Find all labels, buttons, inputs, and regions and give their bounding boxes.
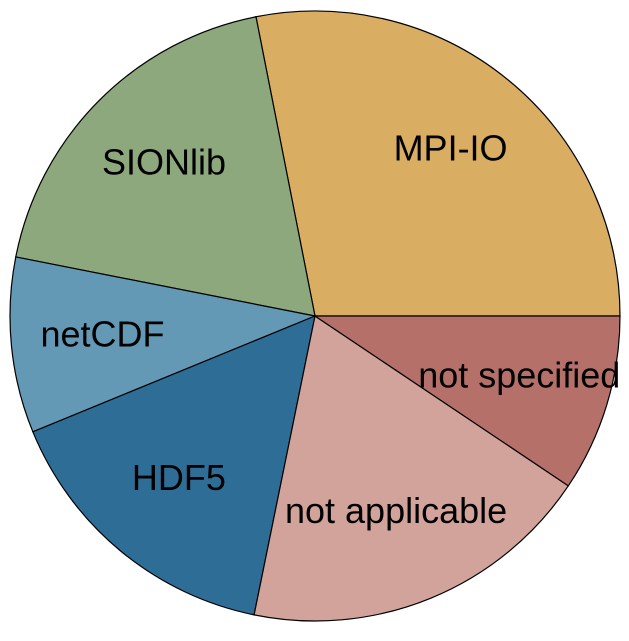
pie-slice	[253, 315, 570, 622]
pie-slice	[255, 10, 621, 317]
slice-label: netCDF	[40, 313, 164, 354]
slice-label: not applicable	[285, 490, 507, 531]
pie-slice	[9, 256, 318, 433]
slice-label: HDF5	[132, 457, 226, 498]
slice-label: SIONlib	[102, 142, 226, 183]
slice-label: MPI-IO	[394, 128, 508, 169]
slice-label: not specified	[418, 355, 620, 396]
pie-slice	[32, 315, 316, 616]
pie-slice	[15, 16, 316, 317]
pie-slice	[313, 315, 621, 487]
